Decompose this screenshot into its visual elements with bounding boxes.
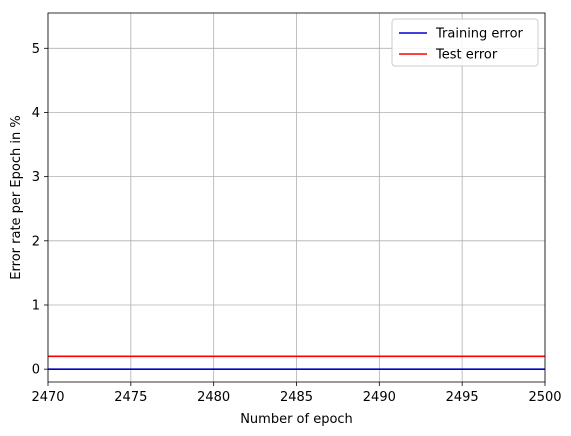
x-tick-label: 2495 (446, 390, 479, 405)
x-tick-label: 2485 (280, 390, 313, 405)
y-tick-label: 5 (32, 42, 40, 57)
y-tick-label: 0 (32, 363, 40, 378)
axis-ticks: 2470 2475 2480 2485 2490 2495 2500 0 1 2 3 4 5 (31, 42, 561, 405)
x-tick-label: 2500 (528, 390, 561, 405)
y-tick-label: 1 (32, 298, 40, 313)
legend-label-test-error: Test error (435, 48, 498, 63)
x-tick-label: 2470 (31, 390, 64, 405)
x-tick-label: 2475 (114, 390, 147, 405)
y-tick-label: 3 (32, 170, 40, 185)
x-tick-label: 2490 (363, 390, 396, 405)
x-tick-label: 2480 (197, 390, 230, 405)
y-axis-label: Error rate per Epoch in % (9, 115, 24, 279)
grid (47, 13, 546, 382)
y-tick-label: 2 (32, 234, 40, 249)
y-tick-label: 4 (32, 106, 40, 121)
x-axis-label: Number of epoch (240, 412, 353, 427)
legend: Training error Test error (391, 18, 539, 67)
legend-label-training-error: Training error (435, 27, 524, 42)
series-lines (48, 355, 545, 370)
legend-box (391, 18, 539, 67)
